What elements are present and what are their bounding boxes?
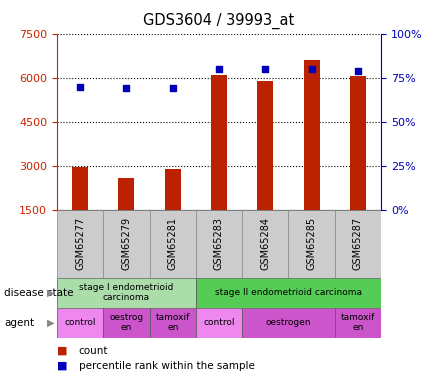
Text: GSM65283: GSM65283 <box>214 217 224 270</box>
Bar <box>165 169 181 210</box>
Point <box>123 86 130 92</box>
FancyBboxPatch shape <box>335 308 381 338</box>
FancyBboxPatch shape <box>242 210 289 278</box>
Text: percentile rank within the sample: percentile rank within the sample <box>79 361 255 370</box>
FancyBboxPatch shape <box>196 210 242 278</box>
Text: control: control <box>64 318 96 327</box>
FancyBboxPatch shape <box>103 210 149 278</box>
Text: GSM65287: GSM65287 <box>353 217 363 270</box>
Bar <box>72 167 88 210</box>
Text: GDS3604 / 39993_at: GDS3604 / 39993_at <box>143 13 295 29</box>
FancyBboxPatch shape <box>196 308 242 338</box>
FancyBboxPatch shape <box>57 210 103 278</box>
Text: GSM65281: GSM65281 <box>168 217 178 270</box>
Text: ▶: ▶ <box>46 318 54 327</box>
Text: ▶: ▶ <box>46 288 54 297</box>
Text: oestrogen: oestrogen <box>266 318 311 327</box>
Point <box>169 86 176 92</box>
Bar <box>257 81 273 210</box>
Text: agent: agent <box>4 318 35 327</box>
Point <box>262 66 269 72</box>
Point <box>308 66 315 72</box>
Text: disease state: disease state <box>4 288 74 297</box>
Point <box>215 66 223 72</box>
FancyBboxPatch shape <box>289 210 335 278</box>
FancyBboxPatch shape <box>149 308 196 338</box>
Bar <box>350 76 366 210</box>
Point <box>77 84 84 90</box>
FancyBboxPatch shape <box>57 308 103 338</box>
Text: GSM65277: GSM65277 <box>75 217 85 270</box>
Text: stage II endometrioid carcinoma: stage II endometrioid carcinoma <box>215 288 362 297</box>
Text: ■: ■ <box>57 361 67 370</box>
Point <box>354 68 361 74</box>
FancyBboxPatch shape <box>149 210 196 278</box>
FancyBboxPatch shape <box>242 308 335 338</box>
Text: ■: ■ <box>57 346 67 355</box>
Text: GSM65279: GSM65279 <box>121 217 131 270</box>
FancyBboxPatch shape <box>196 278 381 308</box>
Text: GSM65285: GSM65285 <box>307 217 317 270</box>
Bar <box>211 75 227 210</box>
Text: tamoxif
en: tamoxif en <box>155 313 190 332</box>
Bar <box>118 178 134 210</box>
Text: stage I endometrioid
carcinoma: stage I endometrioid carcinoma <box>79 283 173 302</box>
Text: count: count <box>79 346 108 355</box>
Text: oestrog
en: oestrog en <box>110 313 144 332</box>
Bar <box>304 60 320 210</box>
Text: GSM65284: GSM65284 <box>260 217 270 270</box>
FancyBboxPatch shape <box>335 210 381 278</box>
Text: control: control <box>203 318 235 327</box>
FancyBboxPatch shape <box>57 278 196 308</box>
FancyBboxPatch shape <box>103 308 149 338</box>
Text: tamoxif
en: tamoxif en <box>341 313 375 332</box>
